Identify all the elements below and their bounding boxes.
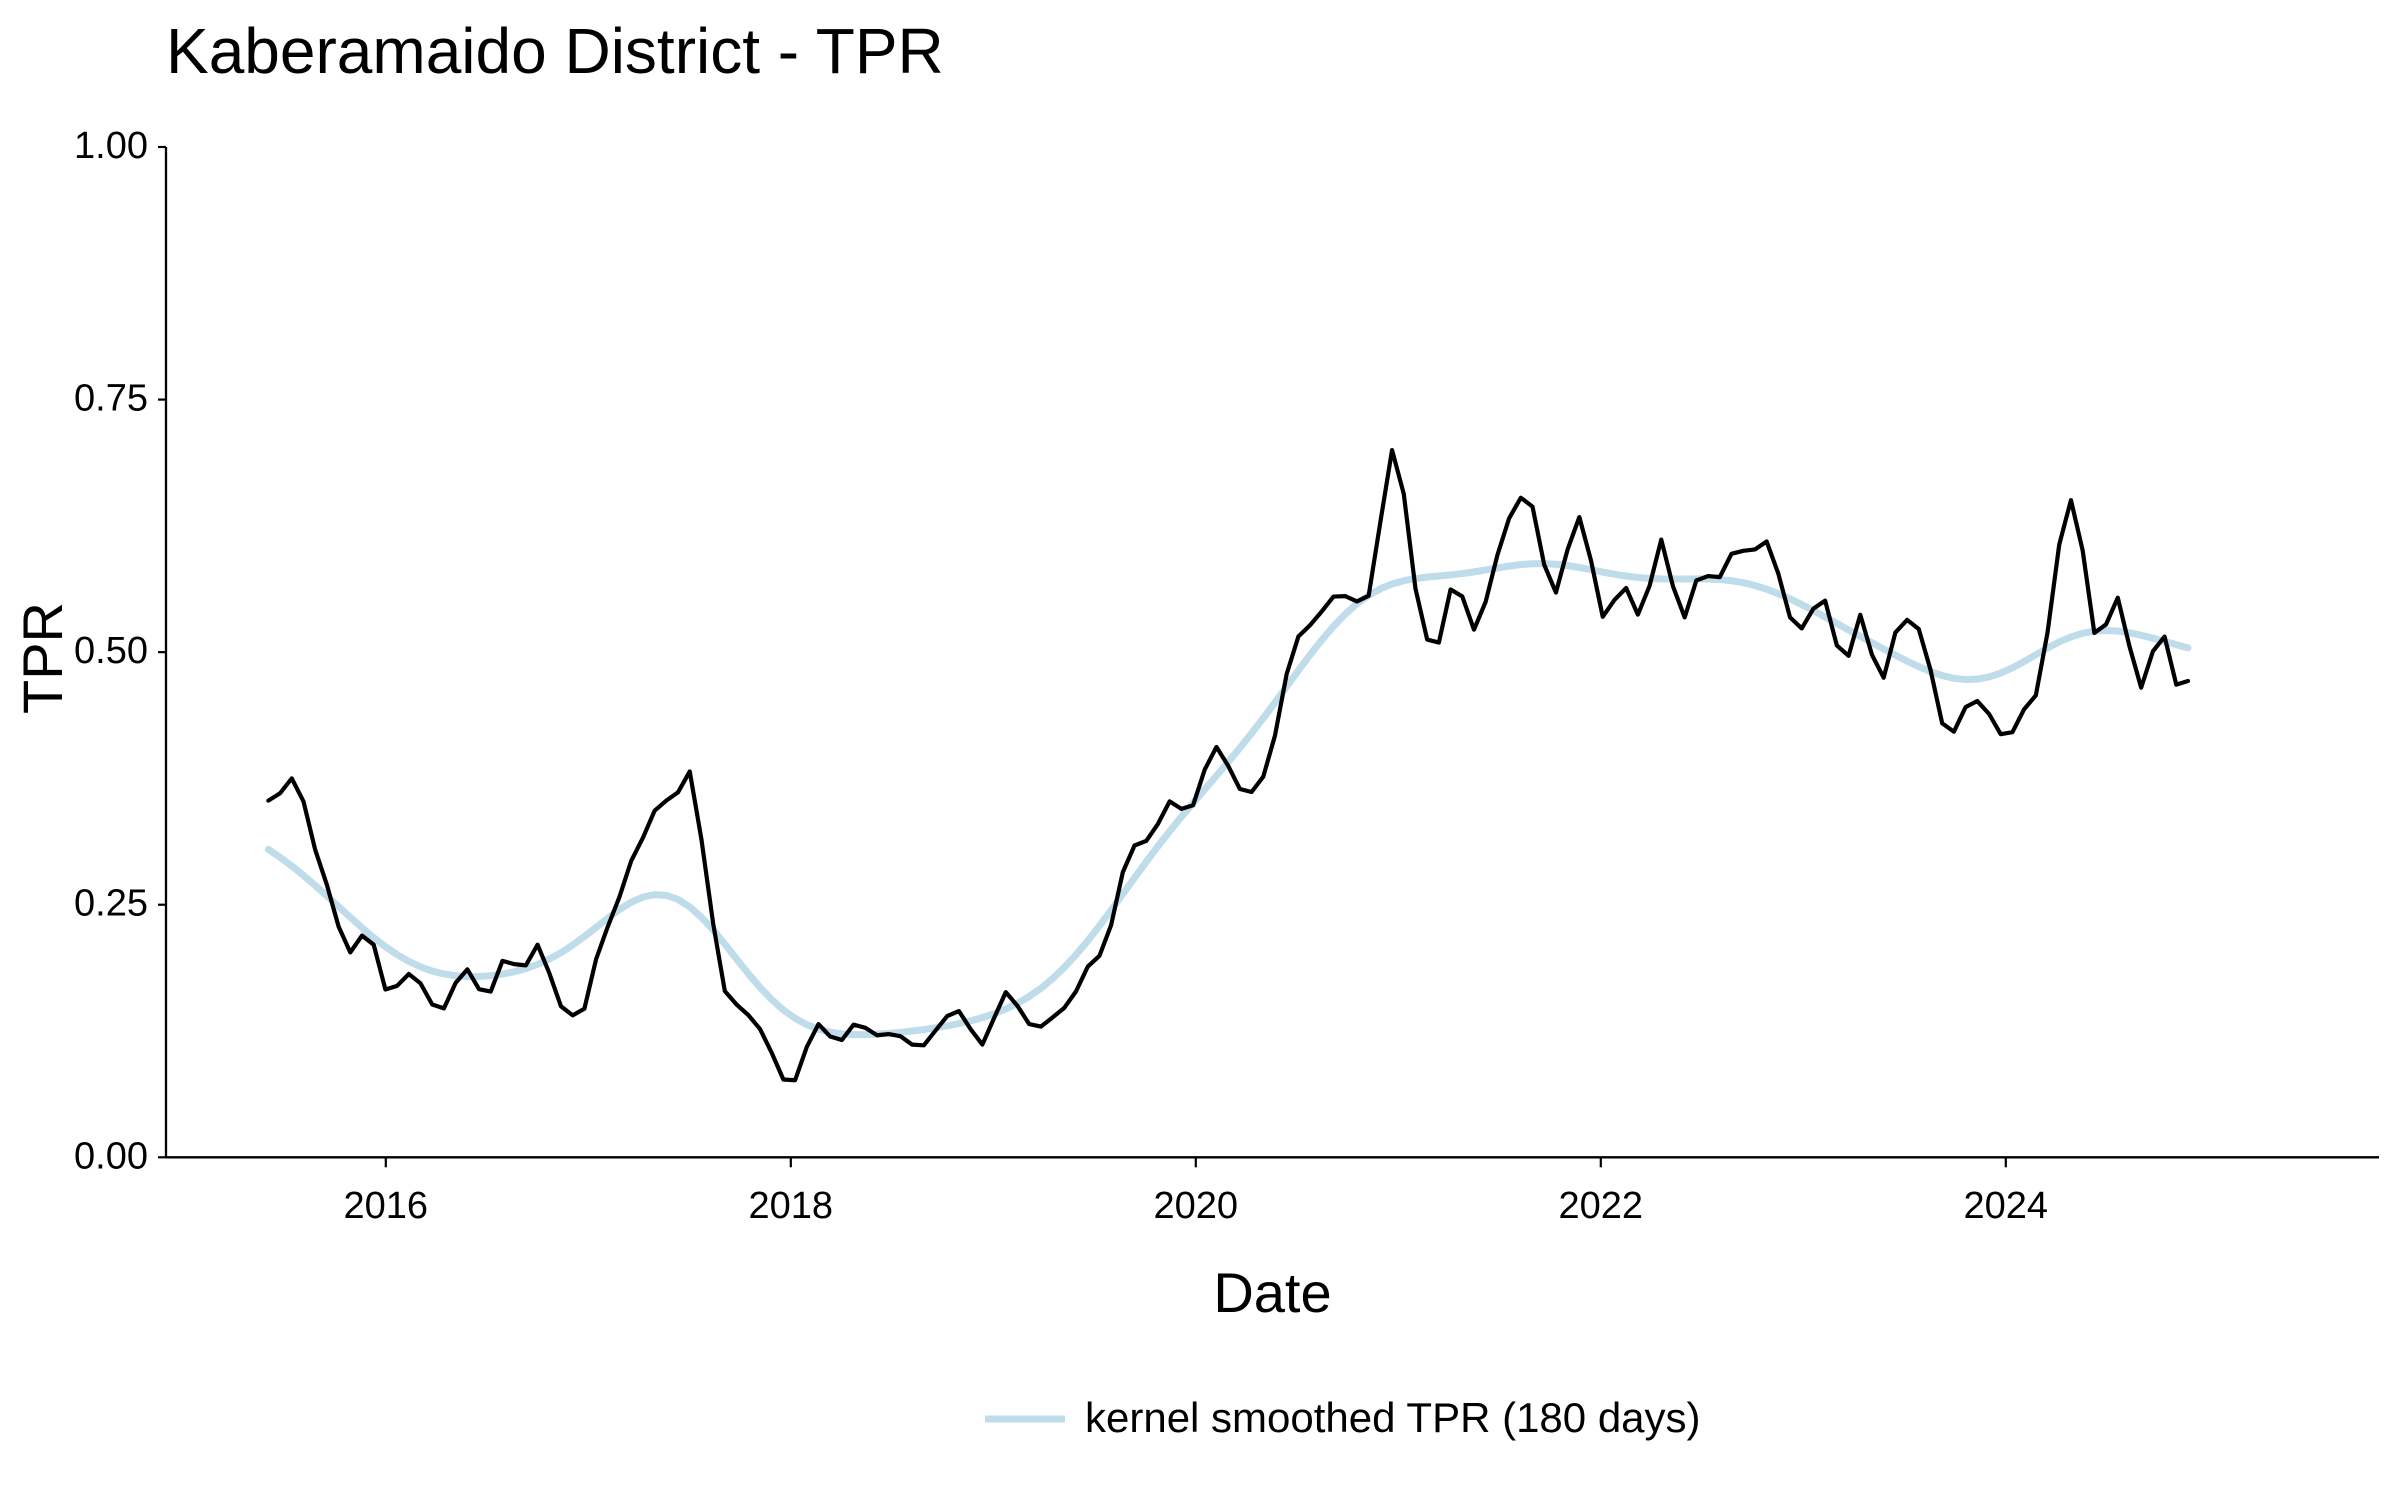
svg-text:2022: 2022 (1559, 1185, 1644, 1227)
svg-text:Kaberamaido District - TPR: Kaberamaido District - TPR (166, 15, 944, 87)
svg-text:2020: 2020 (1154, 1185, 1239, 1227)
svg-text:2018: 2018 (749, 1185, 834, 1227)
svg-text:TPR: TPR (11, 602, 74, 714)
svg-text:0.50: 0.50 (74, 630, 148, 672)
svg-text:0.25: 0.25 (74, 883, 148, 925)
svg-text:2016: 2016 (344, 1185, 429, 1227)
svg-text:kernel smoothed TPR (180 days): kernel smoothed TPR (180 days) (1085, 1394, 1701, 1441)
svg-text:0.00: 0.00 (74, 1135, 148, 1177)
svg-text:1.00: 1.00 (74, 125, 148, 167)
svg-text:2024: 2024 (1964, 1185, 2049, 1227)
svg-text:Date: Date (1213, 1261, 1331, 1324)
svg-text:0.75: 0.75 (74, 378, 148, 420)
